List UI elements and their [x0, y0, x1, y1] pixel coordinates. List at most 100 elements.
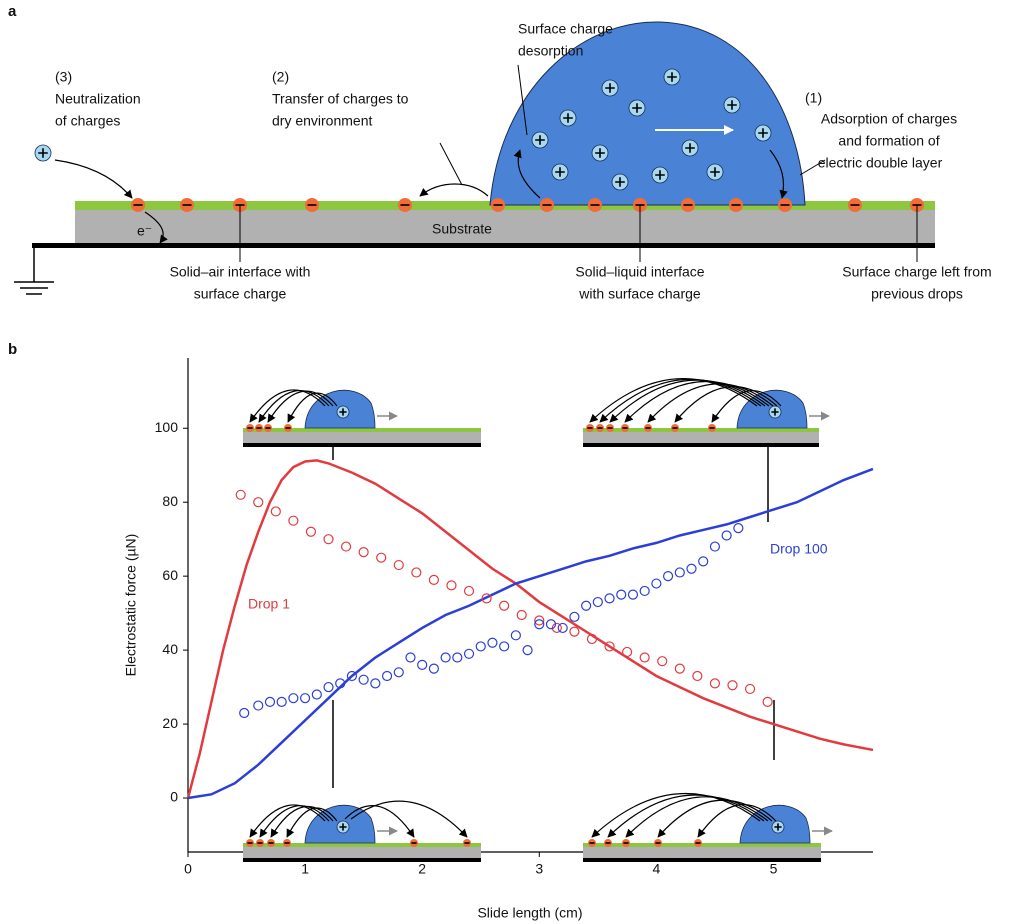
data-point — [289, 516, 298, 525]
annotation: electric double layer — [818, 155, 943, 171]
data-point — [699, 557, 708, 566]
data-point — [570, 627, 579, 636]
x-tick-label: 5 — [770, 861, 778, 877]
curve — [188, 469, 873, 798]
inset-electrode — [243, 443, 481, 447]
annotation: dry environment — [272, 113, 372, 129]
x-tick-label: 4 — [652, 861, 660, 877]
annotation: e⁻ — [137, 223, 152, 239]
annotation: Solid–air interface with — [170, 264, 311, 280]
data-point — [394, 668, 403, 677]
x-axis-label: Slide length (cm) — [477, 905, 582, 921]
annotation: (1) — [805, 90, 822, 106]
data-point — [289, 694, 298, 703]
data-point — [710, 542, 719, 551]
series-label: Drop 1 — [248, 596, 290, 612]
data-point — [500, 642, 509, 651]
annotation: of charges — [55, 113, 120, 129]
data-point — [658, 657, 667, 666]
electrode — [32, 243, 935, 248]
series-label: Drop 100 — [770, 541, 828, 557]
data-point — [342, 542, 351, 551]
data-point — [687, 564, 696, 573]
data-point — [488, 638, 497, 647]
data-point — [359, 548, 368, 557]
annotation: Transfer of charges to — [272, 91, 409, 107]
annotation: surface charge — [194, 286, 287, 302]
inset-arc — [592, 794, 760, 837]
inset-substrate — [583, 847, 821, 858]
data-point — [377, 553, 386, 562]
data-point — [324, 683, 333, 692]
inset-electrode — [583, 443, 819, 447]
annotation: Solid–liquid interface — [575, 264, 704, 280]
annotation: with surface charge — [578, 286, 701, 302]
data-point — [465, 586, 474, 595]
y-axis-label: Electrostatic force (µN) — [123, 534, 139, 677]
data-point — [763, 697, 772, 706]
data-point — [465, 649, 474, 658]
data-point — [447, 581, 456, 590]
panel-label: a — [8, 3, 17, 20]
annotation: (2) — [272, 69, 289, 85]
figure: a Surface charge desorption (3) Neutrali… — [0, 0, 1013, 924]
data-point — [500, 601, 509, 610]
data-point — [418, 660, 427, 669]
y-tick-label: 60 — [162, 567, 178, 583]
data-point — [722, 531, 731, 540]
data-point — [271, 507, 280, 516]
pointer — [440, 143, 462, 185]
data-point — [254, 701, 263, 710]
panel-b: b Slide length (cm) Electrostatic force … — [8, 341, 873, 921]
inset-substrate — [243, 432, 481, 443]
data-point — [265, 697, 274, 706]
annotation: Surface charge — [518, 21, 613, 37]
data-point — [429, 664, 438, 673]
ground — [14, 246, 54, 294]
y-tick-label: 0 — [170, 789, 178, 805]
inset-arc — [608, 795, 764, 837]
data-point — [675, 568, 684, 577]
inset-electrode — [583, 858, 821, 862]
annotation: desorption — [518, 43, 583, 59]
arrow — [420, 184, 488, 196]
data-point — [312, 690, 321, 699]
data-point — [383, 671, 392, 680]
data-point — [593, 598, 602, 607]
data-point — [582, 601, 591, 610]
panel-a: a Surface charge desorption (3) Neutrali… — [8, 3, 992, 302]
x-tick-label: 2 — [418, 861, 426, 877]
data-point — [517, 610, 526, 619]
data-point — [371, 679, 380, 688]
data-point — [511, 631, 520, 640]
inset-surface — [243, 428, 481, 432]
data-point — [406, 653, 415, 662]
data-point — [664, 572, 673, 581]
inset-substrate — [243, 847, 481, 858]
data-point — [412, 568, 421, 577]
inset-surface — [583, 843, 821, 847]
inset-surface — [583, 428, 819, 432]
x-tick-label: 0 — [184, 861, 192, 877]
substrate — [75, 210, 935, 246]
y-tick-label: 100 — [155, 419, 179, 435]
data-point — [558, 623, 567, 632]
inset — [583, 794, 832, 862]
data-point — [617, 590, 626, 599]
data-point — [277, 697, 286, 706]
data-point — [675, 664, 684, 673]
inset — [243, 801, 481, 862]
y-tick-label: 80 — [162, 493, 178, 509]
y-tick-label: 20 — [162, 715, 178, 731]
data-point — [324, 535, 333, 544]
inset-substrate — [583, 432, 819, 443]
y-tick-label: 40 — [162, 641, 178, 657]
inset — [583, 379, 829, 447]
data-point — [640, 653, 649, 662]
annotation: and formation of — [838, 133, 939, 149]
annotation: Adsorption of charges — [821, 111, 957, 127]
data-point — [306, 527, 315, 536]
data-point — [728, 681, 737, 690]
data-point — [429, 575, 438, 584]
panel-label: b — [8, 341, 17, 358]
